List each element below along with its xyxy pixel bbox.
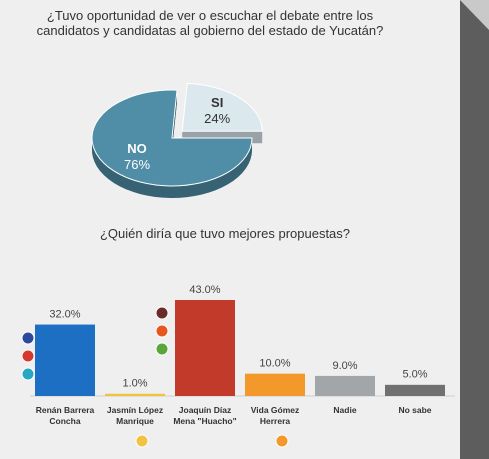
bar	[105, 393, 165, 396]
value-label: 5.0%	[402, 369, 427, 381]
category-label: Jasmín López Manrique	[106, 405, 164, 426]
category-label: Joaquín Díaz Mena "Huacho"	[173, 405, 237, 426]
bar	[315, 375, 375, 396]
pie-slice	[91, 89, 253, 187]
category-label: Renán Barrera Concha	[35, 405, 95, 426]
category-label: No sabe	[398, 405, 432, 415]
bar	[35, 324, 95, 396]
value-label: 10.0%	[259, 358, 290, 370]
slice-label: SI	[211, 95, 223, 110]
slice-label: NO	[127, 141, 147, 156]
bar	[385, 384, 445, 396]
slice-value: 76%	[124, 157, 150, 172]
pie-title: ¿Tuvo oportunidad de ver o escuchar el d…	[36, 8, 384, 38]
pie-slice	[181, 82, 263, 132]
value-label: 43.0%	[189, 284, 220, 296]
value-label: 1.0%	[122, 378, 147, 390]
page-corner	[460, 0, 489, 30]
value-label: 9.0%	[332, 360, 357, 372]
bar	[245, 373, 305, 396]
category-label: Vida Gómez Herrera	[250, 405, 300, 426]
bar	[175, 300, 235, 396]
party-logos	[21, 306, 289, 448]
value-label: 32.0%	[49, 308, 80, 320]
bar-title: ¿Quién diría que tuvo mejores propuestas…	[99, 226, 351, 241]
slice-value: 24%	[204, 111, 230, 126]
side-stripe	[460, 0, 489, 459]
category-label: Nadie	[333, 405, 357, 415]
